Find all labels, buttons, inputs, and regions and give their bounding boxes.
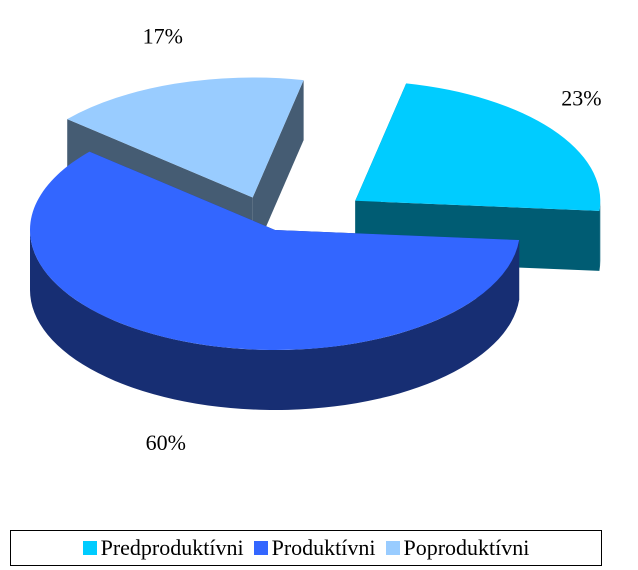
legend-swatch xyxy=(253,541,268,555)
slice-side xyxy=(30,230,520,411)
chart: 17% 23% 60% xyxy=(29,23,602,455)
legend-item: Produktívni xyxy=(253,535,376,561)
slice-side xyxy=(599,200,601,271)
slice-cut-face xyxy=(252,80,304,258)
legend-item: Poproduktívni xyxy=(385,535,530,561)
legend-item: Predproduktívni xyxy=(82,535,244,561)
slice-top xyxy=(67,77,304,198)
slice xyxy=(29,151,520,411)
legend-label: Produktívni xyxy=(271,535,376,560)
legend-label: Poproduktívni xyxy=(403,535,530,560)
legend-label: Predproduktívni xyxy=(100,535,244,560)
data-label: 23% xyxy=(561,86,601,111)
data-label: 17% xyxy=(143,23,183,48)
data-label: 60% xyxy=(146,430,186,455)
legend-swatch xyxy=(82,541,97,555)
slice-top xyxy=(29,151,520,350)
legend-swatch xyxy=(385,541,400,555)
legend: Predproduktívni Produktívni Poproduktívni xyxy=(10,530,602,566)
slice-top xyxy=(355,83,601,211)
